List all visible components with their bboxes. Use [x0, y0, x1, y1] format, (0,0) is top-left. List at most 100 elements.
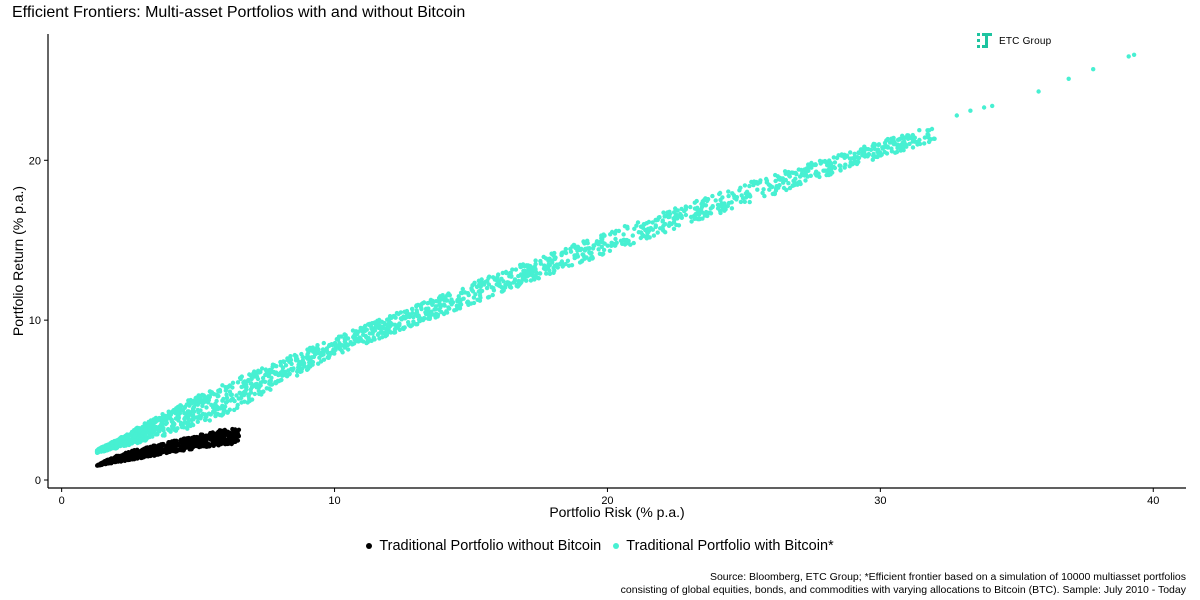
- data-point: [848, 150, 853, 155]
- data-point: [216, 442, 222, 447]
- legend-label-with-bitcoin: Traditional Portfolio with Bitcoin*: [626, 538, 834, 554]
- data-point: [885, 136, 890, 142]
- data-point: [591, 243, 596, 248]
- chart-title: Efficient Frontiers: Multi-asset Portfol…: [12, 4, 466, 21]
- data-point: [294, 373, 300, 378]
- data-point: [115, 438, 120, 443]
- data-point: [900, 133, 905, 138]
- data-point: [211, 434, 216, 439]
- data-point: [456, 294, 461, 299]
- data-point: [187, 443, 193, 449]
- data-point: [397, 322, 402, 328]
- data-point: [842, 155, 847, 160]
- data-point: [653, 223, 658, 228]
- data-point: [668, 221, 673, 227]
- data-point: [565, 258, 571, 263]
- data-point: [200, 432, 205, 437]
- data-point: [632, 226, 637, 231]
- data-point: [700, 210, 705, 215]
- data-point: [818, 161, 823, 166]
- data-point: [278, 363, 284, 368]
- data-point: [315, 347, 320, 353]
- data-point: [224, 392, 229, 397]
- data-point: [287, 371, 292, 376]
- data-point: [787, 173, 792, 178]
- data-point: [426, 306, 431, 311]
- data-point: [355, 336, 360, 341]
- data-point: [622, 224, 628, 229]
- data-point: [121, 435, 126, 440]
- data-point: [402, 309, 407, 314]
- x-tick-label: 10: [328, 495, 340, 507]
- data-point: [729, 200, 734, 205]
- data-point: [777, 175, 783, 181]
- data-point: [281, 359, 286, 364]
- data-point: [382, 330, 387, 336]
- data-point: [838, 168, 843, 173]
- data-point: [400, 315, 405, 321]
- data-point: [226, 436, 232, 441]
- data-point: [470, 289, 476, 294]
- data-point: [189, 401, 194, 406]
- data-point: [437, 299, 442, 304]
- etc-group-logo: ETC Group: [977, 33, 1051, 49]
- data-point: [990, 103, 995, 109]
- legend-marker-without-bitcoin: [366, 543, 373, 549]
- data-point: [852, 158, 858, 164]
- data-point: [198, 395, 203, 400]
- data-point: [288, 354, 293, 359]
- data-point: [887, 140, 893, 145]
- data-point: [798, 181, 803, 187]
- data-point: [551, 253, 556, 258]
- data-point: [194, 439, 199, 444]
- data-point: [486, 282, 492, 287]
- data-point: [683, 204, 689, 210]
- data-point: [409, 306, 415, 312]
- data-point: [868, 147, 874, 152]
- data-point: [308, 346, 314, 351]
- data-point: [856, 150, 861, 155]
- data-point: [705, 213, 710, 219]
- data-point: [772, 190, 777, 196]
- data-point: [813, 162, 818, 168]
- source-line-2: consisting of global equities, bonds, an…: [620, 584, 1186, 596]
- data-point: [831, 164, 836, 170]
- data-point: [510, 267, 515, 272]
- data-point: [137, 428, 142, 434]
- data-point: [167, 428, 173, 433]
- data-point: [663, 230, 668, 235]
- data-point: [726, 189, 731, 194]
- data-point: [803, 178, 808, 183]
- data-point: [198, 416, 203, 421]
- data-point: [842, 165, 847, 170]
- data-point: [661, 210, 666, 215]
- data-point: [266, 374, 271, 379]
- data-point: [568, 249, 574, 254]
- data-point: [321, 340, 326, 346]
- data-point: [131, 451, 136, 456]
- data-point: [191, 444, 196, 450]
- data-point: [183, 445, 188, 451]
- data-point: [458, 302, 463, 307]
- data-point: [767, 187, 772, 192]
- data-point: [731, 193, 737, 198]
- data-point: [375, 332, 381, 337]
- data-point: [862, 154, 868, 159]
- data-point: [196, 410, 201, 415]
- data-point: [432, 307, 437, 312]
- data-point: [129, 429, 135, 435]
- data-point: [334, 343, 340, 349]
- data-point: [925, 132, 930, 137]
- data-point: [413, 311, 419, 317]
- data-point: [368, 338, 374, 343]
- data-point: [894, 149, 900, 155]
- data-point: [773, 172, 778, 178]
- data-point: [550, 260, 555, 265]
- data-point: [524, 263, 529, 268]
- data-point: [190, 422, 196, 428]
- data-point: [339, 348, 344, 353]
- data-point: [157, 429, 162, 434]
- data-point: [577, 260, 583, 265]
- data-point: [114, 441, 119, 447]
- data-point: [361, 332, 366, 337]
